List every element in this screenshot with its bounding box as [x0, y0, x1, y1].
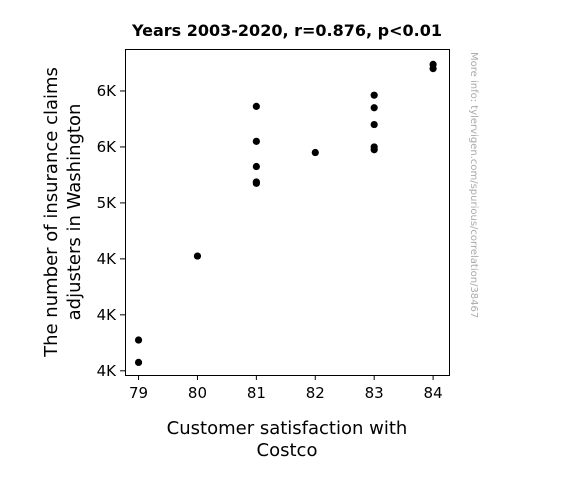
y-axis-label: The number of insurance claims adjusters … [41, 67, 85, 358]
x-tick-label: 84 [424, 384, 443, 402]
x-axis-label-line: Customer satisfaction with [167, 418, 408, 439]
y-tick-label: 6K [97, 82, 118, 100]
data-point [370, 91, 378, 99]
x-tick-label: 80 [188, 384, 207, 402]
y-tick-label: 6K [97, 138, 118, 156]
x-axis-label-line: Costco [257, 440, 318, 461]
data-point [370, 120, 378, 129]
y-tick-label: 4K [97, 250, 118, 268]
plot-area-frame [125, 49, 450, 376]
data-point [370, 143, 378, 151]
data-point [429, 60, 437, 68]
data-points [134, 60, 437, 367]
x-axis-ticks: 79 80 81 82 83 84 [129, 375, 443, 402]
data-point [370, 104, 378, 112]
data-point [252, 178, 260, 186]
y-tick-label: 5K [97, 194, 118, 212]
x-tick-label: 82 [306, 384, 325, 402]
y-tick-label: 4K [97, 306, 118, 324]
watermark-text: More info: tylervigen.com/spurious/corre… [468, 52, 479, 318]
data-point [252, 137, 260, 145]
y-axis-label-line: The number of insurance claims [41, 67, 62, 358]
data-point [134, 358, 143, 367]
x-tick-label: 81 [247, 384, 266, 402]
y-axis-label-line: adjusters in Washington [64, 104, 85, 321]
x-tick-label: 79 [129, 384, 148, 402]
x-tick-label: 83 [365, 384, 384, 402]
data-point [193, 252, 202, 260]
data-point [134, 336, 143, 344]
y-axis-ticks: 4K 4K 4K 5K 6K 6K [97, 82, 125, 380]
y-tick-label: 4K [97, 362, 118, 380]
chart-title: Years 2003-2020, r=0.876, p<0.01 [131, 21, 442, 40]
data-point [252, 102, 260, 110]
data-point [311, 148, 319, 157]
data-point [252, 162, 260, 171]
